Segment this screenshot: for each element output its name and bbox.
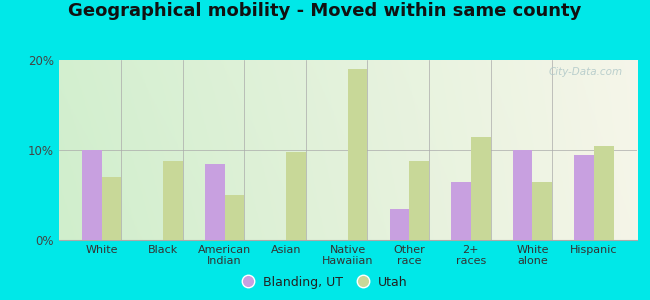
- Bar: [451, 182, 471, 240]
- Bar: [513, 150, 532, 240]
- Bar: [101, 177, 122, 240]
- Text: City-Data.com: City-Data.com: [549, 67, 623, 77]
- Bar: [163, 161, 183, 240]
- Bar: [594, 146, 614, 240]
- Bar: [574, 154, 594, 240]
- Bar: [225, 195, 244, 240]
- Bar: [532, 182, 552, 240]
- Bar: [286, 152, 306, 240]
- Legend: Blanding, UT, Utah: Blanding, UT, Utah: [238, 271, 412, 294]
- Bar: [389, 208, 410, 240]
- Bar: [82, 150, 101, 240]
- Bar: [471, 136, 491, 240]
- Bar: [205, 164, 225, 240]
- Text: Geographical mobility - Moved within same county: Geographical mobility - Moved within sam…: [68, 2, 582, 20]
- Bar: [348, 69, 367, 240]
- Bar: [410, 161, 429, 240]
